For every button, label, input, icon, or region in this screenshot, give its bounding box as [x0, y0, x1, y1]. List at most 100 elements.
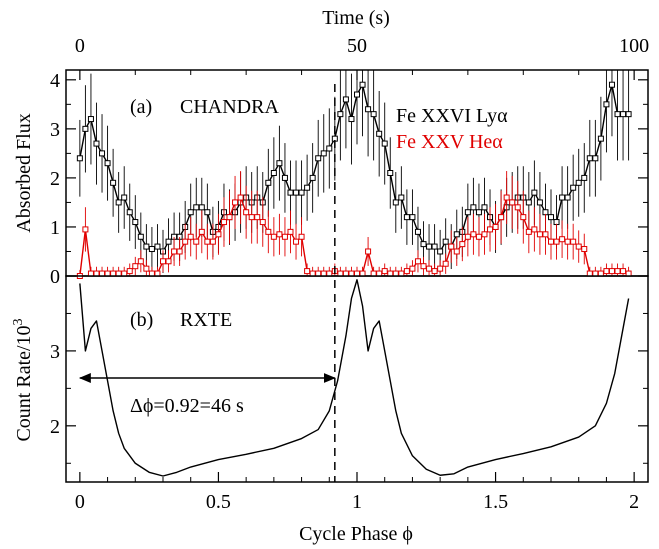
- data-point: [453, 248, 460, 255]
- rxte-curve: [79, 279, 630, 477]
- top-axis-title: Time (s): [322, 7, 390, 29]
- panel-b-series: [79, 279, 630, 477]
- data-point: [575, 179, 582, 186]
- data-point: [448, 243, 455, 250]
- data-point: [276, 231, 283, 238]
- data-point: [359, 81, 366, 88]
- panel-b-tick-label: 2: [50, 416, 60, 438]
- data-point: [137, 258, 144, 265]
- data-point: [365, 106, 372, 113]
- top-axis-tick-label: 100: [619, 35, 649, 57]
- panel-b-frame: [65, 275, 649, 483]
- data-point: [309, 174, 316, 181]
- data-point: [337, 111, 344, 118]
- data-point: [464, 233, 471, 240]
- data-point: [414, 228, 421, 235]
- data-point: [608, 81, 615, 88]
- data-point: [187, 209, 194, 216]
- data-point: [187, 233, 194, 240]
- data-point: [304, 268, 311, 275]
- data-point: [259, 219, 266, 226]
- data-point: [209, 238, 216, 245]
- top-axis-tick-label: 0: [75, 35, 85, 57]
- data-point: [110, 179, 117, 186]
- data-point: [525, 199, 532, 206]
- data-point: [93, 140, 100, 147]
- x-axis-tick-label: 2: [629, 491, 639, 513]
- data-point: [354, 91, 360, 98]
- top-axis-ticks: 0 50 100: [75, 35, 649, 80]
- data-point: [442, 238, 449, 245]
- data-point: [87, 116, 94, 123]
- x-axis-tick-label: 1: [352, 491, 362, 513]
- data-point: [387, 170, 394, 176]
- data-point: [143, 265, 150, 272]
- data-point: [398, 194, 405, 201]
- data-point: [614, 268, 621, 275]
- data-point: [614, 111, 621, 118]
- data-point: [376, 130, 383, 137]
- data-point: [470, 204, 477, 211]
- panel-b-x-ticks: 0 0.5 1 1.5 2: [75, 472, 639, 513]
- data-point: [564, 238, 571, 245]
- delta-phase-annotation: Δϕ=0.92=46 s: [130, 395, 244, 417]
- data-point: [237, 194, 244, 201]
- data-point: [315, 155, 322, 162]
- panel-a-tick-label: 1: [50, 217, 60, 239]
- data-point: [536, 231, 543, 238]
- data-point: [431, 243, 438, 250]
- data-point: [381, 268, 388, 275]
- data-point: [570, 184, 577, 191]
- data-point: [514, 204, 521, 211]
- x-axis-tick-label: 0: [75, 491, 85, 513]
- data-point: [498, 214, 505, 221]
- data-point: [520, 214, 527, 221]
- panel-b-tick-label: 3: [50, 341, 60, 363]
- data-point: [426, 243, 433, 250]
- data-point: [99, 150, 106, 157]
- data-point: [370, 111, 377, 118]
- data-point: [198, 228, 205, 235]
- data-point: [481, 231, 488, 238]
- data-point: [603, 101, 610, 108]
- data-point: [126, 209, 133, 216]
- data-point: [620, 268, 627, 275]
- data-point: [570, 238, 577, 245]
- panel-b-label: (b): [130, 309, 153, 331]
- data-point: [143, 243, 150, 250]
- data-point: [204, 209, 211, 216]
- data-point: [509, 199, 516, 206]
- data-point: [548, 238, 554, 245]
- data-point: [126, 268, 133, 275]
- data-point: [137, 233, 144, 240]
- data-point: [442, 260, 449, 267]
- data-point: [293, 238, 300, 245]
- panel-a-tick-label: 2: [50, 168, 60, 190]
- data-point: [326, 145, 333, 152]
- data-point: [265, 228, 272, 235]
- data-point: [475, 209, 482, 216]
- x-axis-tick-label: 0.5: [206, 491, 231, 513]
- data-point: [293, 189, 300, 196]
- data-point: [298, 233, 305, 240]
- data-point: [470, 231, 477, 238]
- data-point: [403, 214, 410, 221]
- data-point: [198, 204, 205, 211]
- data-point: [298, 189, 305, 196]
- data-point: [586, 155, 593, 162]
- data-point: [176, 248, 183, 255]
- data-point: [243, 209, 250, 216]
- data-point: [232, 199, 239, 206]
- data-point: [204, 238, 211, 245]
- data-point: [420, 241, 427, 248]
- panel-a-ylabel: Absorbed Flux: [13, 113, 35, 232]
- panel-a-tick-label: 3: [50, 119, 60, 141]
- data-point: [265, 179, 272, 186]
- data-point: [132, 263, 139, 270]
- data-point: [304, 184, 311, 191]
- data-point: [481, 204, 488, 211]
- data-point: [215, 231, 222, 238]
- legend-fe25: Fe XXV Heα: [396, 131, 503, 153]
- data-point: [581, 246, 588, 253]
